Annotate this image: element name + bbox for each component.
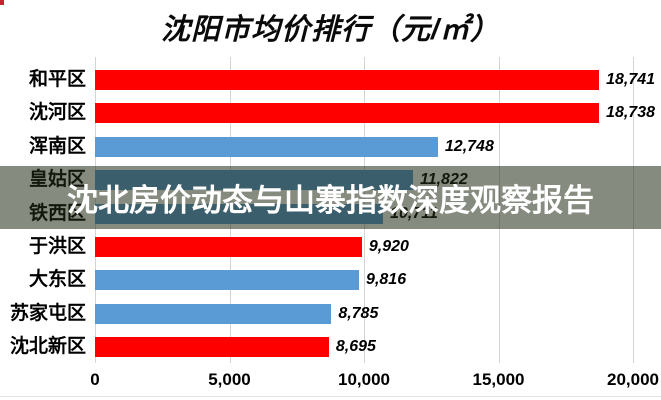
bar	[95, 303, 332, 324]
x-tick-label: 15,000	[472, 370, 525, 389]
category-label: 苏家屯区	[9, 302, 86, 324]
category-label: 和平区	[28, 69, 86, 90]
chart-title: 沈阳市均价排行（元/㎡）	[160, 14, 501, 46]
category-label: 大东区	[28, 269, 86, 291]
value-label: 8,695	[335, 338, 376, 356]
bar	[95, 136, 438, 157]
bar	[95, 70, 600, 90]
banner-text: 沈北房价动态与山寨指数深度观察报告	[67, 183, 594, 218]
bar	[95, 337, 329, 358]
bottom-divider	[0, 396, 661, 397]
x-tick-label: 10,000	[338, 370, 390, 389]
value-label: 8,785	[338, 304, 379, 322]
x-tick-label: 20,000	[607, 370, 659, 389]
x-tick-label: 5,000	[208, 370, 251, 389]
value-label: 18,741	[606, 71, 656, 88]
value-label: 12,748	[444, 137, 494, 155]
category-label: 沈北新区	[9, 336, 86, 358]
bar	[95, 270, 360, 291]
x-tick-label: 0	[90, 370, 100, 389]
category-label: 于洪区	[28, 236, 86, 257]
value-label: 9,816	[366, 271, 407, 289]
overlay-banner: 沈北房价动态与山寨指数深度观察报告	[0, 166, 661, 229]
value-label: 18,738	[606, 104, 655, 122]
bar	[95, 237, 362, 257]
category-label: 沈河区	[28, 102, 86, 124]
category-label: 浑南区	[28, 135, 86, 157]
value-label: 9,920	[368, 238, 409, 255]
bar	[95, 103, 600, 124]
corner-mark	[0, 0, 4, 5]
